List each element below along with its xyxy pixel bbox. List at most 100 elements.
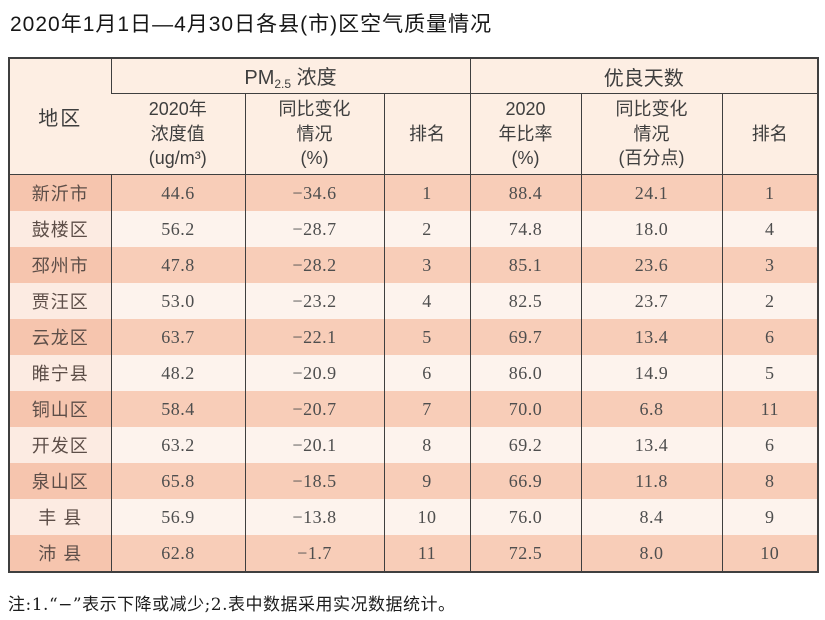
cell-good-change: 11.8 — [580, 463, 723, 499]
table-row: 铜山区 58.4 −20.7 7 70.0 6.8 11 — [9, 391, 819, 427]
cell-pm25-value: 63.2 — [110, 427, 245, 463]
table-row: 开发区 63.2 −20.1 8 69.2 13.4 6 — [9, 427, 819, 463]
col-header-good-ratio: 2020 年比率 (%) — [469, 93, 582, 175]
cell-pm25-value: 53.0 — [110, 283, 245, 319]
table-row: 邳州市 47.8 −28.2 3 85.1 23.6 3 — [9, 247, 819, 283]
cell-pm25-rank: 2 — [383, 211, 471, 247]
cell-pm25-change: −28.7 — [244, 211, 384, 247]
group-header-good-days: 优良天数 — [469, 58, 819, 94]
col-header-pm25-change: 同比变化 情况 (%) — [244, 93, 384, 175]
table-row: 贾汪区 53.0 −23.2 4 82.5 23.7 2 — [9, 283, 819, 319]
cell-region: 鼓楼区 — [9, 211, 111, 247]
cell-pm25-value: 48.2 — [110, 355, 245, 391]
table-sub-header-row: 2020年 浓度值 (ug/m³) 同比变化 情况 (%) 排名 2020 年比… — [9, 93, 819, 175]
cell-region: 铜山区 — [9, 391, 111, 427]
cell-pm25-rank: 5 — [383, 319, 471, 355]
cell-pm25-rank: 10 — [383, 499, 471, 535]
table-row: 沛 县 62.8 −1.7 11 72.5 8.0 10 — [9, 535, 819, 572]
col-header-good-rank: 排名 — [721, 93, 819, 175]
table-row: 睢宁县 48.2 −20.9 6 86.0 14.9 5 — [9, 355, 819, 391]
cell-good-rank: 1 — [721, 174, 819, 211]
cell-pm25-change: −18.5 — [244, 463, 384, 499]
cell-region: 泉山区 — [9, 463, 111, 499]
page-title: 2020年1月1日—4月30日各县(市)区空气质量情况 — [10, 13, 493, 36]
col-header-region: 地区 — [9, 58, 111, 175]
cell-good-ratio: 74.8 — [469, 211, 582, 247]
cell-pm25-value: 44.6 — [110, 174, 245, 211]
cell-pm25-rank: 3 — [383, 247, 471, 283]
cell-pm25-rank: 9 — [383, 463, 471, 499]
cell-pm25-change: −20.7 — [244, 391, 384, 427]
cell-good-change: 23.7 — [580, 283, 723, 319]
group-header-pm25: PM2.5 浓度 — [110, 58, 471, 94]
table-row: 丰 县 56.9 −13.8 10 76.0 8.4 9 — [9, 499, 819, 535]
cell-good-rank: 2 — [721, 283, 819, 319]
cell-good-ratio: 72.5 — [469, 535, 582, 572]
cell-pm25-value: 62.8 — [110, 535, 245, 572]
col-header-good-change: 同比变化 情况 (百分点) — [580, 93, 723, 175]
cell-good-rank: 4 — [721, 211, 819, 247]
cell-good-rank: 9 — [721, 499, 819, 535]
cell-good-change: 6.8 — [580, 391, 723, 427]
cell-good-ratio: 82.5 — [469, 283, 582, 319]
cell-pm25-change: −22.1 — [244, 319, 384, 355]
cell-pm25-change: −20.9 — [244, 355, 384, 391]
cell-region: 云龙区 — [9, 319, 111, 355]
cell-pm25-change: −1.7 — [244, 535, 384, 572]
cell-good-ratio: 70.0 — [469, 391, 582, 427]
air-quality-table: 地区 PM2.5 浓度 优良天数 2020年 浓度值 (ug/m³) 同比变化 … — [8, 57, 820, 573]
footnote: 注:1.“−”表示下降或减少;2.表中数据采用实况数据统计。 — [8, 595, 456, 615]
cell-good-change: 8.0 — [580, 535, 723, 572]
cell-good-ratio: 86.0 — [469, 355, 582, 391]
pm25-label: PM — [244, 67, 275, 89]
col-header-pm25-value: 2020年 浓度值 (ug/m³) — [111, 93, 245, 175]
cell-pm25-change: −20.1 — [244, 427, 384, 463]
cell-pm25-rank: 11 — [383, 535, 471, 572]
cell-good-ratio: 69.7 — [469, 319, 582, 355]
cell-pm25-change: −28.2 — [244, 247, 384, 283]
col-header-pm25-rank: 排名 — [383, 93, 471, 175]
cell-good-change: 23.6 — [580, 247, 723, 283]
cell-pm25-value: 58.4 — [110, 391, 245, 427]
cell-region: 新沂市 — [9, 174, 111, 211]
cell-pm25-change: −23.2 — [244, 283, 384, 319]
cell-region: 贾汪区 — [9, 283, 111, 319]
cell-pm25-rank: 6 — [383, 355, 471, 391]
table-row: 鼓楼区 56.2 −28.7 2 74.8 18.0 4 — [9, 211, 819, 247]
cell-good-rank: 6 — [721, 427, 819, 463]
cell-good-change: 14.9 — [580, 355, 723, 391]
cell-good-rank: 6 — [721, 319, 819, 355]
cell-pm25-change: −13.8 — [244, 499, 384, 535]
cell-pm25-rank: 4 — [383, 283, 471, 319]
cell-pm25-rank: 7 — [383, 391, 471, 427]
table-row: 云龙区 63.7 −22.1 5 69.7 13.4 6 — [9, 319, 819, 355]
cell-good-ratio: 66.9 — [469, 463, 582, 499]
cell-region: 丰 县 — [9, 499, 111, 535]
cell-pm25-value: 47.8 — [110, 247, 245, 283]
cell-good-change: 24.1 — [580, 174, 723, 211]
cell-good-rank: 5 — [721, 355, 819, 391]
table-row: 泉山区 65.8 −18.5 9 66.9 11.8 8 — [9, 463, 819, 499]
cell-good-ratio: 76.0 — [469, 499, 582, 535]
cell-good-rank: 10 — [721, 535, 819, 572]
cell-region: 睢宁县 — [9, 355, 111, 391]
cell-good-rank: 8 — [721, 463, 819, 499]
cell-good-rank: 11 — [721, 391, 819, 427]
cell-good-ratio: 88.4 — [469, 174, 582, 211]
cell-good-ratio: 69.2 — [469, 427, 582, 463]
cell-pm25-value: 56.9 — [110, 499, 245, 535]
cell-pm25-value: 65.8 — [110, 463, 245, 499]
cell-region: 沛 县 — [9, 535, 111, 572]
cell-good-ratio: 85.1 — [469, 247, 582, 283]
pm25-label-suffix: 浓度 — [291, 67, 337, 89]
cell-region: 开发区 — [9, 427, 111, 463]
cell-pm25-rank: 1 — [383, 174, 471, 211]
cell-region: 邳州市 — [9, 247, 111, 283]
cell-pm25-value: 56.2 — [110, 211, 245, 247]
pm25-subscript: 2.5 — [274, 77, 292, 91]
cell-good-change: 13.4 — [580, 319, 723, 355]
table-row: 新沂市 44.6 −34.6 1 88.4 24.1 1 — [9, 174, 819, 211]
cell-pm25-change: −34.6 — [244, 174, 384, 211]
cell-good-rank: 3 — [721, 247, 819, 283]
